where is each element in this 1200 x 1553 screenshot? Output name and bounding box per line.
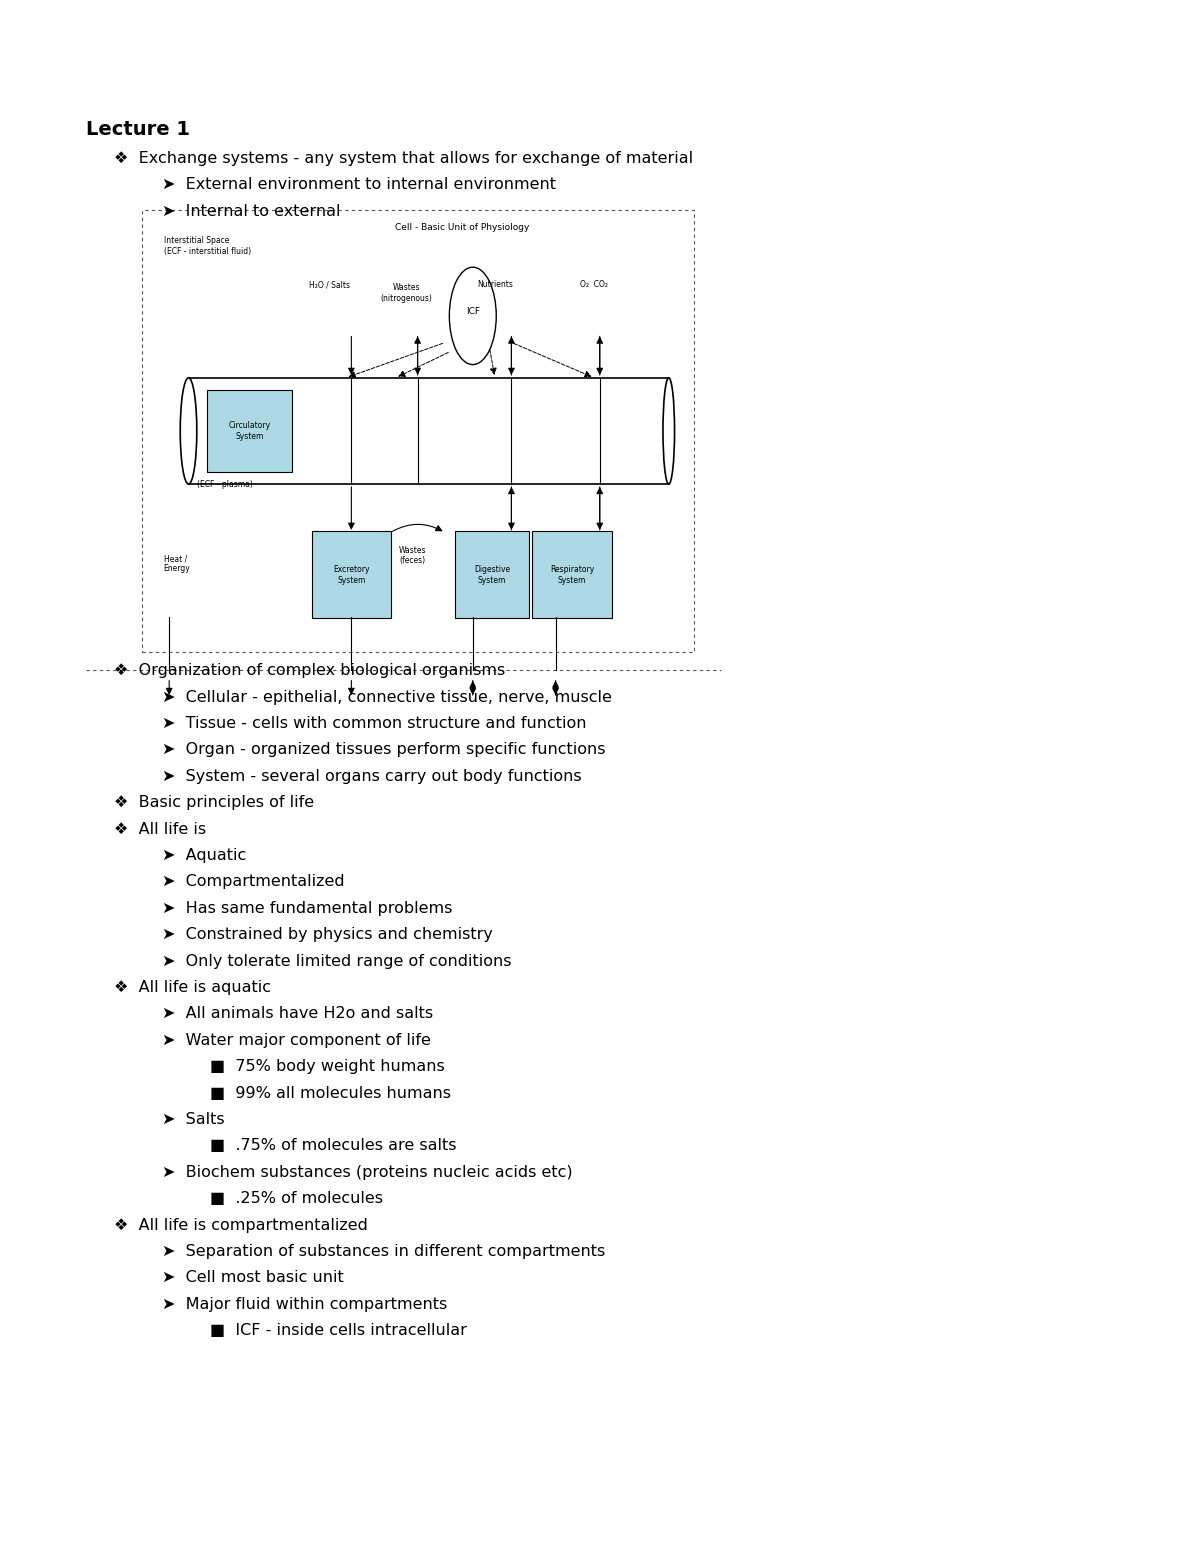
Text: ❖  Organization of complex biological organisms: ❖ Organization of complex biological org… [114,663,505,679]
Ellipse shape [180,377,197,485]
Text: Lecture 1: Lecture 1 [86,120,191,138]
Bar [142,210,694,652]
Text: Nutrients: Nutrients [476,281,512,289]
Text: ➤  External environment to internal environment: ➤ External environment to internal envir… [162,177,556,193]
Text: ➤  Only tolerate limited range of conditions: ➤ Only tolerate limited range of conditi… [162,954,511,969]
Text: ➤  Cell most basic unit: ➤ Cell most basic unit [162,1270,343,1286]
Text: Interstitial Space
(ECF - interstitial fluid): Interstitial Space (ECF - interstitial f… [163,236,251,256]
Text: ➤  Salts: ➤ Salts [162,1112,224,1127]
Text: ➤  Major fluid within compartments: ➤ Major fluid within compartments [162,1297,448,1312]
FancyBboxPatch shape [455,531,529,618]
Ellipse shape [662,377,674,485]
Text: Circulatory
System: Circulatory System [228,421,270,441]
Text: ❖  Basic principles of life: ❖ Basic principles of life [114,795,314,811]
Text: ➤  Organ - organized tissues perform specific functions: ➤ Organ - organized tissues perform spec… [162,742,606,758]
Bar [188,377,668,485]
Text: ➤  Separation of substances in different compartments: ➤ Separation of substances in different … [162,1244,605,1259]
Text: Heat /
Energy: Heat / Energy [163,554,191,573]
Text: ❖  All life is aquatic: ❖ All life is aquatic [114,980,271,995]
Text: ❖  Exchange systems - any system that allows for exchange of material: ❖ Exchange systems - any system that all… [114,151,694,166]
Text: Digestive
System: Digestive System [474,565,510,584]
Text: ■  ICF - inside cells intracellular: ■ ICF - inside cells intracellular [210,1323,467,1339]
FancyBboxPatch shape [533,531,612,618]
FancyBboxPatch shape [206,390,292,472]
Text: Wastes
(nitrogenous): Wastes (nitrogenous) [380,283,432,303]
Text: H₂O / Salts: H₂O / Salts [308,281,349,289]
Text: ICF: ICF [466,307,480,315]
Text: Excretory
System: Excretory System [334,565,370,584]
Text: Wastes
(feces): Wastes (feces) [398,547,426,565]
Text: Respiratory
System: Respiratory System [550,565,594,584]
Text: ➤  Tissue - cells with common structure and function: ➤ Tissue - cells with common structure a… [162,716,587,731]
Text: ➤  Has same fundamental problems: ➤ Has same fundamental problems [162,901,452,916]
Text: ■  75% body weight humans: ■ 75% body weight humans [210,1059,445,1075]
Text: Cell - Basic Unit of Physiology: Cell - Basic Unit of Physiology [395,224,529,231]
Text: ➤  Water major component of life: ➤ Water major component of life [162,1033,431,1048]
Text: ■  .25% of molecules: ■ .25% of molecules [210,1191,383,1207]
Text: ■  99% all molecules humans: ■ 99% all molecules humans [210,1086,451,1101]
Text: ■  .75% of molecules are salts: ■ .75% of molecules are salts [210,1138,456,1154]
Text: ➤  Internal to external: ➤ Internal to external [162,203,341,219]
Text: ➤  Biochem substances (proteins nucleic acids etc): ➤ Biochem substances (proteins nucleic a… [162,1165,572,1180]
Text: ➤  Aquatic: ➤ Aquatic [162,848,246,863]
FancyBboxPatch shape [312,531,391,618]
Text: ➤  All animals have H2o and salts: ➤ All animals have H2o and salts [162,1006,433,1022]
Text: ➤  Compartmentalized: ➤ Compartmentalized [162,874,344,890]
Text: ➤  Constrained by physics and chemistry: ➤ Constrained by physics and chemistry [162,927,493,943]
Text: (ECF - plasma): (ECF - plasma) [197,480,253,489]
Text: ➤  System - several organs carry out body functions: ➤ System - several organs carry out body… [162,769,582,784]
Text: ➤  Cellular - epithelial, connective tissue, nerve, muscle: ➤ Cellular - epithelial, connective tiss… [162,690,612,705]
Text: ❖  All life is compartmentalized: ❖ All life is compartmentalized [114,1218,368,1233]
Text: O₂  CO₂: O₂ CO₂ [581,281,608,289]
Text: ❖  All life is: ❖ All life is [114,822,206,837]
